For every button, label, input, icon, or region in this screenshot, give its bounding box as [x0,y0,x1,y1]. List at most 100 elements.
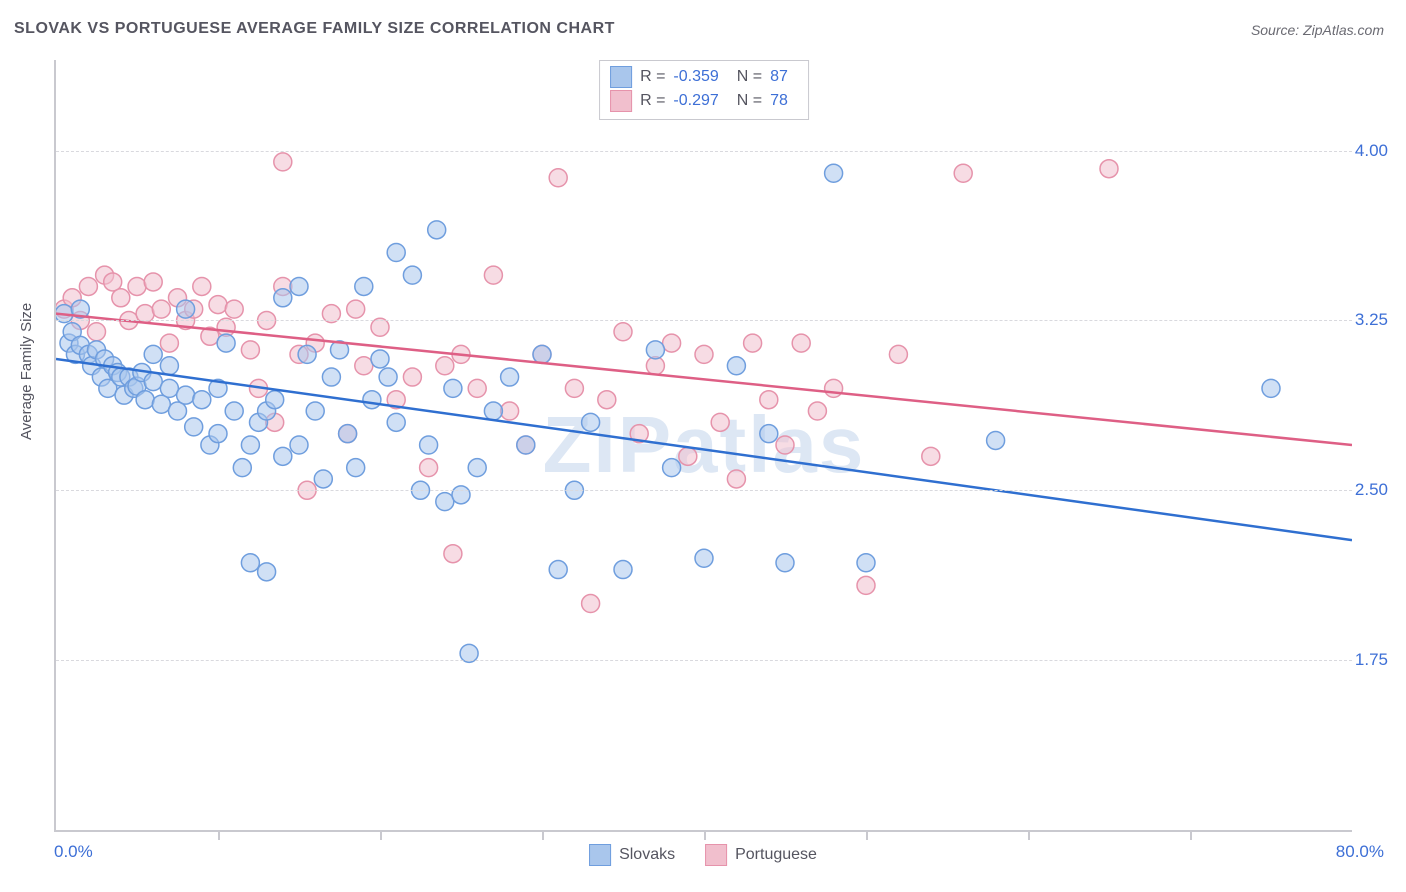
data-point [922,447,940,465]
y-tick-label: 3.25 [1355,310,1388,330]
data-point [79,277,97,295]
data-point [549,169,567,187]
data-point [646,341,664,359]
data-point [355,277,373,295]
data-point [1100,160,1118,178]
x-tick [380,830,382,840]
x-tick [866,830,868,840]
data-point [193,277,211,295]
data-point [792,334,810,352]
stats-legend: R = -0.359 N = 87 R = -0.297 N = 78 [599,60,809,120]
data-point [808,402,826,420]
x-tick [1190,830,1192,840]
data-point [128,277,146,295]
y-axis-label: Average Family Size [18,303,35,440]
x-tick [704,830,706,840]
swatch-slovaks [610,66,632,88]
data-point [209,425,227,443]
data-point [679,447,697,465]
data-point [825,164,843,182]
data-point [160,357,178,375]
data-point [225,300,243,318]
data-point [857,554,875,572]
y-tick-label: 1.75 [1355,650,1388,670]
data-point [298,345,316,363]
data-point [177,386,195,404]
x-tick [1028,830,1030,840]
data-point [501,368,519,386]
data-point [517,436,535,454]
data-point [582,413,600,431]
data-point [614,561,632,579]
y-tick-label: 4.00 [1355,141,1388,161]
data-point [727,470,745,488]
gridline [56,151,1352,152]
x-tick [218,830,220,840]
legend-label-slovaks: Slovaks [619,846,675,864]
chart-title: SLOVAK VS PORTUGUESE AVERAGE FAMILY SIZE… [14,20,615,38]
gridline [56,660,1352,661]
data-point [177,300,195,318]
data-point [266,391,284,409]
data-point [241,341,259,359]
gridline [56,490,1352,491]
x-axis-min-label: 0.0% [54,842,93,862]
gridline [56,320,1352,321]
data-point [241,436,259,454]
data-point [209,296,227,314]
data-point [444,379,462,397]
data-point [776,554,794,572]
data-point [144,345,162,363]
r-value-portuguese: -0.297 [673,89,718,113]
data-point [565,379,583,397]
data-point [403,266,421,284]
r-value-slovaks: -0.359 [673,65,718,89]
data-point [468,459,486,477]
data-point [233,459,251,477]
swatch-icon [705,844,727,866]
data-point [549,561,567,579]
data-point [363,391,381,409]
data-point [112,289,130,307]
data-point [290,277,308,295]
data-point [760,425,778,443]
n-value-portuguese: 78 [770,89,788,113]
data-point [160,379,178,397]
data-point [663,459,681,477]
data-point [484,402,502,420]
data-point [136,391,154,409]
data-point [776,436,794,454]
data-point [387,413,405,431]
n-value-slovaks: 87 [770,65,788,89]
data-point [695,549,713,567]
data-point [582,595,600,613]
legend-item-portuguese: Portuguese [705,844,817,866]
data-point [355,357,373,375]
data-point [436,357,454,375]
data-point [144,373,162,391]
data-point [987,431,1005,449]
data-point [379,368,397,386]
data-point [193,391,211,409]
data-point [1262,379,1280,397]
data-point [954,164,972,182]
data-point [274,289,292,307]
data-point [484,266,502,284]
data-point [306,402,324,420]
data-point [403,368,421,386]
x-axis-max-label: 80.0% [1336,842,1384,862]
data-point [290,436,308,454]
data-point [436,493,454,511]
data-point [274,153,292,171]
x-tick [542,830,544,840]
data-point [825,379,843,397]
plot-area: ZIPatlas R = -0.359 N = 87 R = -0.297 N … [54,60,1352,832]
data-point [225,402,243,420]
data-point [387,244,405,262]
data-point [347,459,365,477]
data-point [347,300,365,318]
data-point [857,576,875,594]
data-point [663,334,681,352]
data-point [727,357,745,375]
data-point [444,545,462,563]
